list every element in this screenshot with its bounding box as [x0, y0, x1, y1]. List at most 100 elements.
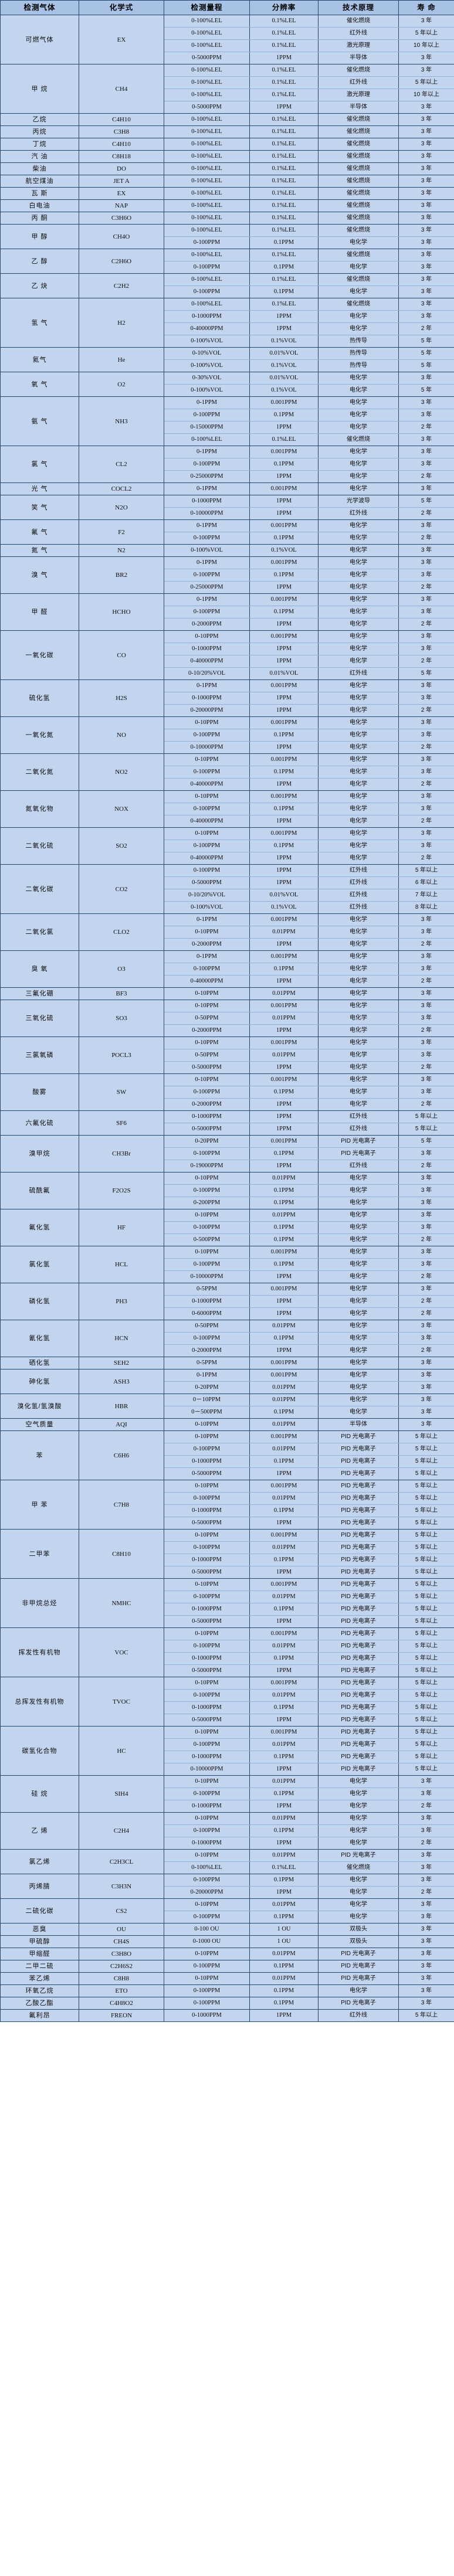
table-row: 0-5000PPM 1PPM 电化学 2 年 — [1, 1061, 454, 1074]
cell-technology: PID 光电离子 — [318, 1751, 399, 1763]
cell-lifetime: 3 年 — [398, 446, 454, 458]
cell-gas: 二甲二硫 — [0, 1960, 79, 1973]
cell-gas: 可燃气体 — [0, 15, 79, 64]
cell-technology: 电化学 — [318, 1357, 399, 1369]
cell-range: 0-10PPM — [164, 1775, 250, 1788]
cell-resolution: 1PPM — [249, 1886, 319, 1899]
cell-formula: NMHC — [79, 1578, 164, 1628]
cell-lifetime: 3 年 — [398, 236, 454, 249]
table-row: 甲 烷 CH4 0-100%LEL 0.1%LEL 催化燃烧 3 年 — [0, 64, 454, 114]
cell-gas: 氮 气 — [0, 544, 79, 557]
cell-resolution: 0.01PPM — [249, 1049, 319, 1062]
cell-resolution: 1PPM — [249, 1837, 319, 1850]
cell-resolution: 0.1%LEL — [249, 125, 319, 138]
cell-formula: CH4S — [79, 1935, 164, 1948]
cell-lifetime: 3 年 — [398, 175, 454, 188]
cell-range: 0-10/20%VOL — [164, 889, 250, 902]
cell-lifetime: 5 年以上 — [398, 1664, 454, 1677]
cell-resolution: 0.1%VOL — [249, 901, 319, 914]
cell-resolution: 0.01PPM — [249, 1591, 319, 1603]
cell-lifetime: 3 年 — [398, 1209, 454, 1222]
cell-technology: 电化学 — [318, 1911, 399, 1923]
cell-range: 0-100PPM — [164, 1591, 250, 1603]
cell-technology: 电化学 — [318, 1073, 399, 1086]
cell-resolution: 0.001PPM — [249, 790, 319, 803]
cell-resolution: 0.01PPM — [249, 1849, 319, 1862]
cell-resolution: 0.001PPM — [249, 1627, 319, 1640]
table-row: 甲 醛 HCHO 0-1PPM 0.001PPM 电化学 3 年 — [0, 593, 454, 631]
cell-lifetime: 2 年 — [398, 1307, 454, 1320]
cell-lifetime: 3 年 — [398, 1381, 454, 1394]
cell-range: 0-1000PPM — [164, 1110, 250, 1123]
cell-lifetime: 3 年 — [398, 1997, 454, 2010]
cell-formula: NOX — [79, 790, 164, 828]
cell-formula: C3H6O — [79, 212, 164, 225]
cell-resolution: 0.01PPM — [249, 1689, 319, 1702]
cell-range: 0-100PPM — [164, 286, 250, 298]
cell-formula: F2 — [79, 519, 164, 545]
cell-lifetime: 3 年 — [398, 261, 454, 274]
cell-resolution: 1PPM — [249, 1270, 319, 1283]
cell-gas: 航空煤油 — [0, 175, 79, 188]
cell-resolution: 1PPM — [249, 1061, 319, 1074]
cell-technology: 电化学 — [318, 261, 399, 274]
cell-resolution: 1PPM — [249, 655, 319, 668]
cell-resolution: 1PPM — [249, 1295, 319, 1308]
table-row: 一氧化碳 CO 0-10PPM 0.001PPM 电化学 3 年 — [0, 630, 454, 680]
cell-resolution: 0.1PPM — [249, 729, 319, 742]
cell-range: 0-100%VOL — [164, 335, 250, 348]
table-row: 0-1000PPM 1PPM 电化学 2 年 — [1, 1295, 454, 1308]
cell-technology: 催化燃烧 — [318, 138, 399, 151]
table-row: 汽 油 C8H18 0-100%LEL 0.1%LEL 催化燃烧 3 年 — [0, 150, 454, 163]
cell-formula: C8H8 — [79, 1972, 164, 1985]
table-row: 溴甲烷 CH3Br 0-20PPM 0.001PPM PID 光电离子 5 年 — [0, 1135, 454, 1173]
cell-resolution: 0.1PPM — [249, 1258, 319, 1271]
cell-gas: 二氧化硫 — [0, 827, 79, 865]
cell-range: 0-100%LEL — [164, 113, 250, 126]
cell-lifetime: 5 年以上 — [398, 1591, 454, 1603]
table-row: 氯乙烯 C2H3CL 0-10PPM 0.01PPM PID 光电离子 3 年 — [0, 1849, 454, 1874]
cell-resolution: 0.1PPM — [249, 1984, 319, 1997]
table-row: 乙 醇 C2H6O 0-100%LEL 0.1%LEL 催化燃烧 3 年 — [0, 249, 454, 274]
cell-lifetime: 3 年 — [398, 298, 454, 311]
cell-resolution: 1PPM — [249, 1024, 319, 1037]
cell-lifetime: 3 年 — [398, 1948, 454, 1960]
table-row: 一氧化氮 NO 0-10PPM 0.001PPM 电化学 3 年 — [0, 716, 454, 754]
cell-gas: 柴油 — [0, 162, 79, 175]
cell-resolution: 0.1PPM — [249, 1086, 319, 1099]
cell-lifetime: 3 年 — [398, 803, 454, 815]
cell-range: 0-100%LEL — [164, 249, 250, 261]
cell-range: 0-10000PPM — [164, 1270, 250, 1283]
cell-lifetime: 5 年 — [398, 384, 454, 397]
cell-technology: PID 光电离子 — [318, 1603, 399, 1616]
table-row: 六氟化硫 SF6 0-1000PPM 1PPM 红外线 5 年以上 — [0, 1110, 454, 1136]
cell-technology: 红外线 — [318, 876, 399, 889]
cell-range: 0-1000PPM — [164, 1837, 250, 1850]
cell-lifetime: 2 年 — [398, 1837, 454, 1850]
cell-resolution: 1PPM — [249, 1763, 319, 1776]
cell-resolution: 0.01PPM — [249, 1775, 319, 1788]
cell-formula: SO2 — [79, 827, 164, 865]
cell-formula: CO — [79, 630, 164, 680]
table-row: 0-100PPM 0.1PPM 电化学 2 年 — [1, 532, 454, 545]
cell-technology: 电化学 — [318, 1984, 399, 1997]
cell-lifetime: 2 年 — [398, 1160, 454, 1173]
cell-resolution: 0.01PPM — [249, 1172, 319, 1185]
cell-gas: 臭 氧 — [0, 950, 79, 988]
cell-gas: 丁烷 — [0, 138, 79, 151]
cell-formula: SO3 — [79, 1000, 164, 1037]
cell-technology: 催化燃烧 — [318, 199, 399, 212]
cell-lifetime: 3 年 — [398, 372, 454, 385]
table-row: 丙 酮 C3H6O 0-100%LEL 0.1%LEL 催化燃烧 3 年 — [0, 212, 454, 225]
cell-resolution: 0.001PPM — [249, 1529, 319, 1542]
cell-resolution: 0.001PPM — [249, 1677, 319, 1690]
table-row: 二氧化碳 CO2 0-100PPM 1PPM 红外线 5 年以上 — [0, 864, 454, 914]
cell-range: 0-1PPM — [164, 519, 250, 532]
table-row: 0-40000PPM 1PPM 电化学 2 年 — [1, 778, 454, 791]
cell-range: 0-1000PPM — [164, 495, 250, 508]
cell-range: 0-10PPM — [164, 1000, 250, 1012]
cell-formula: C7H8 — [79, 1480, 164, 1530]
cell-lifetime: 3 年 — [398, 1787, 454, 1800]
cell-lifetime: 5 年以上 — [398, 864, 454, 877]
cell-lifetime: 3 年 — [398, 913, 454, 926]
